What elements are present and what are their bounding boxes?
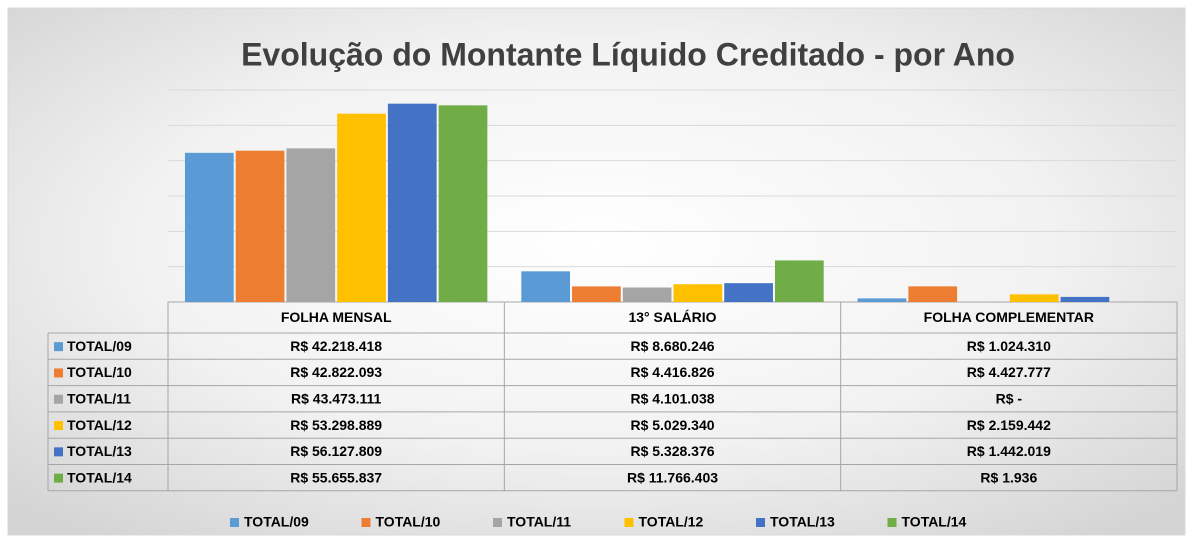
- legend-key: [54, 447, 63, 457]
- bar: [387, 103, 437, 303]
- bar: [235, 150, 285, 302]
- legend-key: [230, 518, 239, 527]
- table-cell: R$ 43.473.111: [291, 390, 382, 406]
- row-label: TOTAL/12: [67, 417, 132, 433]
- table-cell: R$ 4.101.038: [630, 390, 714, 406]
- table-header: FOLHA COMPLEMENTAR: [924, 309, 1094, 325]
- bar: [908, 286, 958, 302]
- table-cell: R$ 1.936: [980, 469, 1037, 485]
- row-label: TOTAL/09: [67, 338, 132, 354]
- chart-title: Evolução do Montante Líquido Creditado -…: [241, 36, 1015, 72]
- bar: [774, 260, 824, 302]
- legend-label: TOTAL/10: [376, 514, 441, 530]
- bar: [622, 287, 672, 302]
- legend-label: TOTAL/12: [639, 514, 704, 530]
- table-cell: R$ 53.298.889: [290, 417, 382, 433]
- table-cell: R$ 5.029.340: [630, 417, 714, 433]
- legend-key: [54, 473, 63, 483]
- table-cell: R$ 5.328.376: [630, 443, 714, 459]
- legend-label: TOTAL/14: [902, 514, 967, 530]
- bar: [1009, 294, 1059, 302]
- table-cell: R$ 11.766.403: [627, 469, 718, 485]
- table-cell: R$ 56.127.809: [290, 443, 382, 459]
- bar: [438, 105, 488, 303]
- legend-key: [54, 394, 63, 404]
- legend-key: [54, 421, 63, 431]
- bar: [673, 284, 723, 302]
- bar: [521, 271, 571, 302]
- table-cell: R$ 4.427.777: [967, 364, 1051, 380]
- table-header: FOLHA MENSAL: [281, 309, 392, 325]
- row-label: TOTAL/11: [67, 390, 131, 406]
- legend-label: TOTAL/09: [244, 514, 309, 530]
- bar: [184, 152, 234, 302]
- table-cell: R$ 4.416.826: [630, 364, 714, 380]
- table-cell: R$ -: [996, 390, 1023, 406]
- legend-key: [756, 518, 765, 527]
- row-label: TOTAL/14: [67, 469, 132, 485]
- table-cell: R$ 42.822.093: [290, 364, 382, 380]
- table-cell: R$ 8.680.246: [630, 338, 714, 354]
- legend-key: [624, 518, 634, 527]
- table-cell: R$ 55.655.837: [290, 469, 382, 485]
- bar: [724, 283, 773, 302]
- row-label: TOTAL/13: [67, 443, 132, 459]
- bar: [337, 113, 386, 302]
- bar: [1060, 296, 1110, 302]
- legend-key: [54, 342, 63, 352]
- table-header: 13° SALÁRIO: [628, 309, 716, 325]
- legend-key: [493, 518, 502, 527]
- bar: [286, 148, 336, 302]
- table-cell: R$ 42.218.418: [290, 338, 382, 354]
- legend-label: TOTAL/13: [770, 514, 835, 530]
- legend-label: TOTAL/11: [507, 514, 571, 530]
- legend-key: [887, 518, 897, 527]
- table-cell: R$ 2.159.442: [967, 417, 1051, 433]
- legend-key: [54, 368, 63, 378]
- row-label: TOTAL/10: [67, 364, 132, 380]
- bar: [572, 286, 621, 302]
- legend-key: [361, 518, 371, 527]
- table-cell: R$ 1.024.310: [967, 338, 1051, 354]
- table-cell: R$ 1.442.019: [967, 443, 1051, 459]
- bar: [857, 298, 907, 302]
